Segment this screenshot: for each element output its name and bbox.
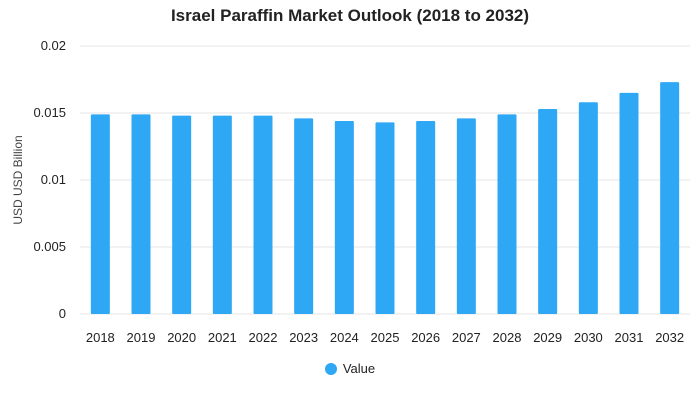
x-tick-label: 2024 [330, 330, 359, 345]
bar-2022 [253, 115, 273, 315]
bar-2027 [456, 118, 476, 314]
chart-title: Israel Paraffin Market Outlook (2018 to … [170, 6, 530, 25]
bar-2028 [497, 114, 517, 314]
x-tick-labels: 2018 2019 2020 2021 2022 2023 2024 2025 2026 2027… [86, 330, 684, 345]
legend-label: Value [342, 361, 376, 376]
x-tick-label: 2027 [452, 330, 481, 345]
x-tick-label: 2021 [208, 330, 237, 345]
y-tick-label: 0.01 [41, 172, 66, 187]
bar-2021 [212, 115, 232, 315]
y-tick-label: 0.005 [33, 239, 66, 254]
bar-2025 [375, 122, 395, 314]
x-tick-label: 2018 [86, 330, 115, 345]
bar-2031 [619, 92, 639, 315]
x-tick-label: 2023 [289, 330, 318, 345]
x-tick-label: 2028 [493, 330, 522, 345]
bar-2018 [90, 114, 110, 314]
bar-2029 [538, 108, 558, 314]
y-tick-label: 0.02 [41, 38, 66, 53]
x-tick-label: 2025 [371, 330, 400, 345]
x-tick-label: 2026 [411, 330, 440, 345]
legend-swatch [324, 362, 337, 375]
y-tick-labels: 0 0.005 0.01 0.015 0.02 [33, 38, 66, 321]
bar-2030 [578, 102, 598, 314]
y-tick-label: 0.015 [33, 105, 66, 120]
bar-2020 [172, 115, 192, 315]
bar-2032 [660, 82, 680, 315]
x-tick-label: 2031 [615, 330, 644, 345]
bar-2019 [131, 114, 151, 314]
bar-2026 [416, 121, 436, 314]
y-tick-label: 0 [59, 306, 66, 321]
x-tick-label: 2019 [127, 330, 156, 345]
bar-2024 [334, 121, 354, 314]
bars [90, 82, 680, 315]
bar-2023 [294, 118, 314, 314]
x-tick-label: 2030 [574, 330, 603, 345]
x-tick-label: 2029 [533, 330, 562, 345]
legend: Value [0, 361, 700, 376]
y-axis-label: USD USD Billion [11, 135, 25, 224]
x-tick-label: 2022 [249, 330, 278, 345]
x-tick-label: 2032 [655, 330, 684, 345]
x-tick-label: 2020 [167, 330, 196, 345]
